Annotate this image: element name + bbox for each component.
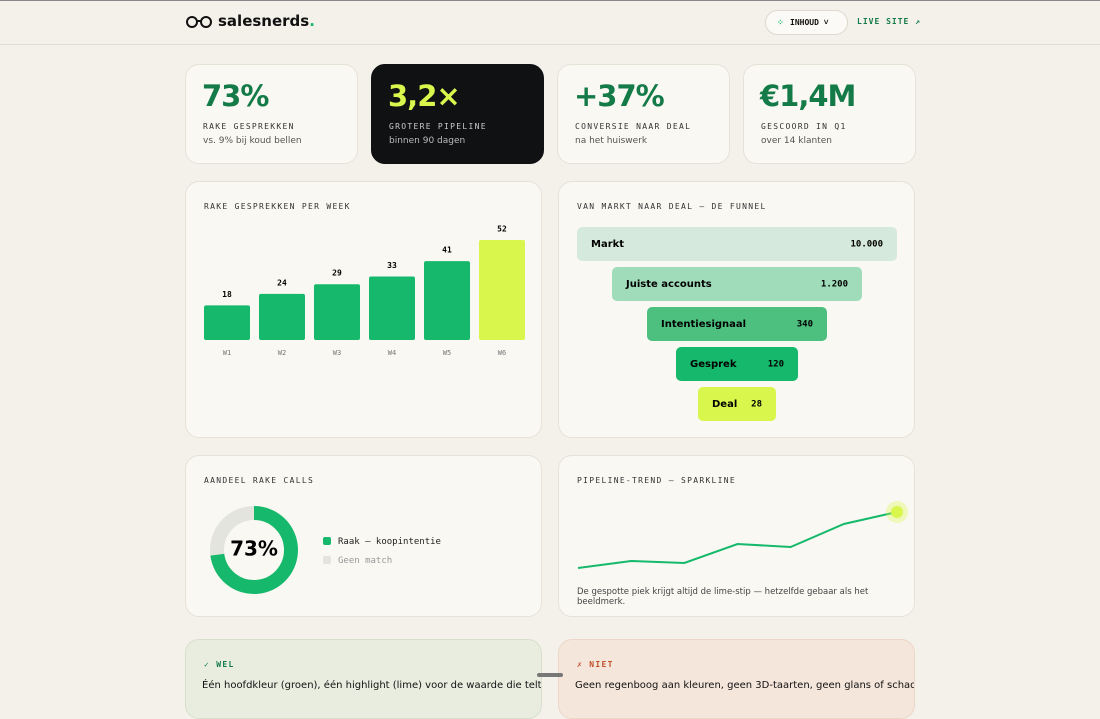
kpi-label: RAKE GESPREKKEN: [203, 122, 295, 131]
kpi-note: vs. 9% bij koud bellen: [203, 136, 302, 146]
highlight-dot: [891, 506, 903, 518]
donut-segment: [210, 506, 298, 594]
live-link[interactable]: LIVE SITE ↗: [857, 17, 921, 26]
value-label: 33: [387, 261, 397, 270]
stage-label: Intentiesignaal: [661, 319, 746, 330]
kpi-card: +37% CONVERSIE NAAR DEAL na het huiswerk: [557, 64, 730, 164]
x-tick-label: W3: [333, 349, 341, 357]
x-tick-label: W6: [498, 349, 506, 357]
scroll-indicator: [537, 673, 563, 677]
kpi-note: binnen 90 dagen: [389, 136, 466, 146]
logo-text: salesnerds: [218, 12, 310, 30]
note-card: ✗ NIET Geen regenboog aan kleuren, geen 3…: [558, 639, 915, 719]
value-label: 41: [442, 246, 452, 255]
bar: [479, 240, 525, 340]
logo-icon: [186, 16, 212, 28]
note-text: Geen regenboog aan kleuren, geen 3D-taar…: [575, 680, 915, 691]
stage-value: 10.000: [850, 240, 883, 250]
stage-label: Deal: [712, 399, 737, 410]
funnel-stage: [676, 347, 798, 381]
sparkline: [577, 501, 908, 569]
note-title: ✗ NIET: [577, 660, 614, 669]
donut-chart: Raak — koopintentie Geen match 73%: [210, 506, 441, 594]
kpi-label: GROTERE PIPELINE: [389, 122, 487, 131]
bar: [424, 261, 470, 340]
kpi-value: +37%: [574, 79, 665, 113]
value-label: 52: [497, 225, 507, 234]
card-title: PIPELINE-TREND — SPARKLINE: [577, 476, 737, 485]
kpi-note: na het huiswerk: [575, 136, 648, 146]
header: salesnerds. ⁘ INHOUD ˅ LIVE SITE ↗: [0, 0, 1100, 45]
donut-segment: [210, 506, 255, 556]
funnel-stage: [612, 267, 862, 301]
stage-value: 28: [751, 400, 762, 410]
kpi-label: CONVERSIE NAAR DEAL: [575, 122, 692, 131]
stage-value: 1.200: [821, 280, 848, 290]
spark-card: PIPELINE-TREND — SPARKLINE De gespotte pi…: [558, 455, 915, 617]
bar: [204, 305, 250, 340]
note-title: ✓ WEL: [204, 660, 235, 669]
kpi-value: 73%: [202, 79, 269, 113]
bar: [314, 284, 360, 340]
logo[interactable]: salesnerds.: [218, 12, 315, 30]
value-label: 18: [222, 290, 232, 299]
stage-value: 120: [768, 360, 784, 370]
x-tick-label: W2: [278, 349, 286, 357]
kpi-card: €1,4M GESCOORD IN Q1 over 14 klanten: [743, 64, 916, 164]
note-text: Één hoofdkleur (groen), één highlight (l…: [202, 680, 542, 691]
kpi-value: €1,4M: [760, 79, 856, 113]
value-label: 29: [332, 269, 342, 278]
kpi-label: GESCOORD IN Q1: [761, 122, 847, 131]
stage-label: Gesprek: [690, 359, 737, 370]
caption: De gespotte piek krijgt altijd de lime-s…: [577, 587, 869, 607]
card-title: VAN MARKT NAAR DEAL — DE FUNNEL: [577, 202, 767, 211]
kpi-card: 73% RAKE GESPREKKEN vs. 9% bij koud bellen: [185, 64, 358, 164]
legend-swatch: [323, 537, 331, 545]
stage-label: Juiste accounts: [625, 279, 712, 290]
note-card: ✓ WEL Één hoofdkleur (groen), één highlig…: [185, 639, 542, 719]
legend-swatch: [323, 556, 331, 564]
kpi-card: 3,2× GROTERE PIPELINE binnen 90 dagen: [371, 64, 544, 164]
funnel-stage: [647, 307, 827, 341]
legend-label: Geen match: [338, 556, 392, 566]
kpi-note: over 14 klanten: [761, 136, 832, 146]
legend-label: Raak — koopintentie: [338, 537, 441, 547]
funnel-stage: [577, 227, 897, 261]
bar: [259, 293, 305, 340]
menu-button[interactable]: ⁘ INHOUD ˅: [765, 10, 848, 35]
bar-card: RAKE GESPREKKEN PER WEEK 18 W1 24 W2 29 W3 33 W4…: [185, 181, 542, 438]
logo-dot: .: [309, 12, 315, 30]
stage-value: 340: [797, 320, 813, 330]
funnel-stage: [698, 387, 776, 421]
card-title: RAKE GESPREKKEN PER WEEK: [204, 202, 351, 211]
card-title: AANDEEL RAKE CALLS: [204, 476, 315, 485]
bar-chart: 18 W1 24 W2 29 W3 33 W4 41 W5 52 W6: [204, 225, 525, 357]
value-label: 24: [277, 278, 287, 287]
menu-label: INHOUD: [790, 18, 819, 27]
kpi-value: 3,2×: [388, 79, 461, 113]
donut-center: 73%: [230, 537, 278, 561]
funnel-chart: Markt 10.000 Juiste accounts 1.200 Intenties…: [577, 227, 897, 421]
x-tick-label: W1: [223, 349, 231, 357]
donut-card: AANDEEL RAKE CALLS Raak — koopintentie Gee…: [185, 455, 542, 617]
funnel-card: VAN MARKT NAAR DEAL — DE FUNNEL Markt 10.0…: [558, 181, 915, 438]
stage-label: Markt: [591, 239, 624, 250]
trend-line: [577, 511, 898, 569]
x-tick-label: W4: [388, 349, 396, 357]
x-tick-label: W5: [443, 349, 451, 357]
bar: [369, 276, 415, 340]
